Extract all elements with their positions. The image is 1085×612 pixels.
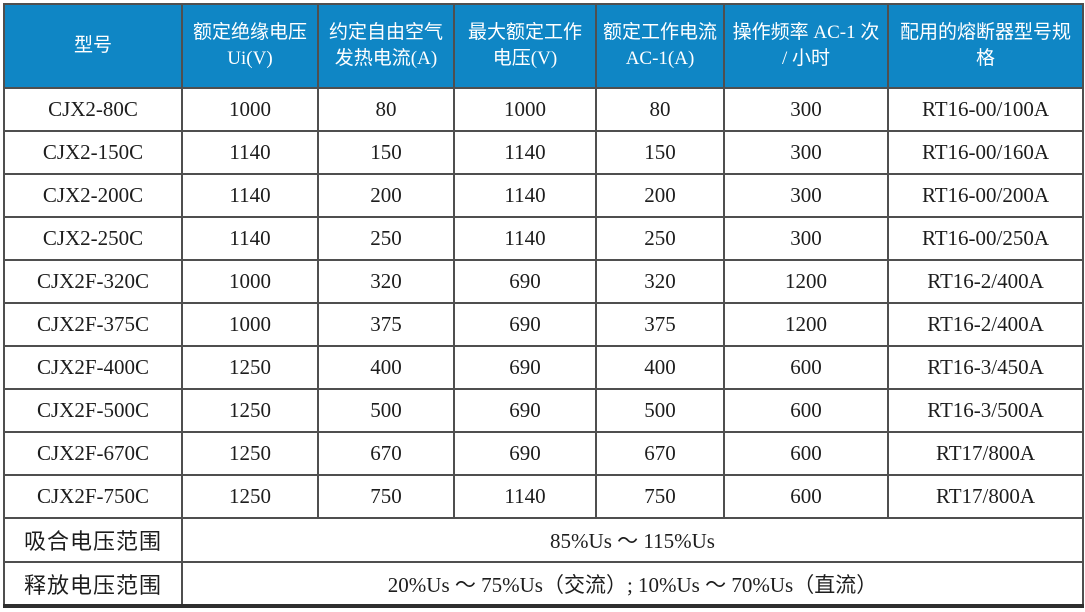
table-row: CJX2-150C 1140 150 1140 150 300 RT16-00/160A [3, 130, 1084, 175]
value-cell: 375 [317, 302, 455, 347]
column-header-5: 操作频率 AC-1 次 / 小时 [723, 3, 889, 89]
value-cell: RT17/800A [887, 431, 1084, 476]
value-cell: RT17/800A [887, 474, 1084, 519]
value-cell: 600 [723, 345, 889, 390]
value-cell: 1140 [453, 474, 597, 519]
value-cell: RT16-2/400A [887, 302, 1084, 347]
model-cell: CJX2F-750C [3, 474, 183, 519]
column-header-4: 额定工作电流 AC-1(A) [595, 3, 725, 89]
value-cell: 1000 [181, 259, 319, 304]
footer-row: 释放电压范围 20%Us ～ 75%Us（交流）; 10%Us ～ 70%Us（直… [3, 561, 1084, 607]
value-cell: 150 [595, 130, 725, 175]
model-cell: CJX2F-375C [3, 302, 183, 347]
value-cell: 1140 [181, 173, 319, 218]
value-cell: 80 [317, 87, 455, 132]
value-cell: 250 [595, 216, 725, 261]
value-cell: 1250 [181, 431, 319, 476]
value-cell: 750 [595, 474, 725, 519]
model-cell: CJX2-80C [3, 87, 183, 132]
value-cell: 750 [317, 474, 455, 519]
footer-row-label: 释放电压范围 [3, 561, 183, 607]
table-row: CJX2-250C 1140 250 1140 250 300 RT16-00/250A [3, 216, 1084, 261]
table-row: CJX2F-750C 1250 750 1140 750 600 RT17/800A [3, 474, 1084, 519]
table-row: CJX2F-375C 1000 375 690 375 1200 RT16-2/400A [3, 302, 1084, 347]
value-cell: 1140 [453, 130, 597, 175]
value-cell: 1000 [181, 87, 319, 132]
value-cell: 690 [453, 302, 597, 347]
value-cell: 320 [595, 259, 725, 304]
value-cell: RT16-3/450A [887, 345, 1084, 390]
model-cell: CJX2-150C [3, 130, 183, 175]
value-cell: 300 [723, 216, 889, 261]
value-cell: 690 [453, 431, 597, 476]
model-cell: CJX2F-670C [3, 431, 183, 476]
value-cell: 670 [595, 431, 725, 476]
column-header-3: 最大额定工作电压(V) [453, 3, 597, 89]
table-row: CJX2F-500C 1250 500 690 500 600 RT16-3/500A [3, 388, 1084, 433]
value-cell: 200 [595, 173, 725, 218]
value-cell: 1250 [181, 474, 319, 519]
value-cell: 300 [723, 130, 889, 175]
column-header-1: 额定绝缘电压 Ui(V) [181, 3, 319, 89]
value-cell: 600 [723, 474, 889, 519]
value-cell: 1200 [723, 302, 889, 347]
header-row: 型号 额定绝缘电压 Ui(V) 约定自由空气发热电流(A) 最大额定工作电压(V) 额定… [3, 3, 1084, 89]
value-cell: 1200 [723, 259, 889, 304]
value-cell: 600 [723, 388, 889, 433]
value-cell: RT16-00/100A [887, 87, 1084, 132]
value-cell: 1250 [181, 345, 319, 390]
model-cell: CJX2-200C [3, 173, 183, 218]
value-cell: 690 [453, 388, 597, 433]
value-cell: 500 [595, 388, 725, 433]
value-cell: RT16-2/400A [887, 259, 1084, 304]
table-row: CJX2F-670C 1250 670 690 670 600 RT17/800A [3, 431, 1084, 476]
value-cell: 690 [453, 345, 597, 390]
value-cell: 300 [723, 87, 889, 132]
value-cell: 1140 [453, 216, 597, 261]
model-cell: CJX2F-400C [3, 345, 183, 390]
footer-row-value: 85%Us ～ 115%Us [181, 517, 1084, 563]
value-cell: 1140 [181, 130, 319, 175]
value-cell: 200 [317, 173, 455, 218]
value-cell: RT16-00/250A [887, 216, 1084, 261]
table-row: CJX2F-320C 1000 320 690 320 1200 RT16-2/400A [3, 259, 1084, 304]
value-cell: 500 [317, 388, 455, 433]
column-header-0: 型号 [3, 3, 183, 89]
value-cell: RT16-3/500A [887, 388, 1084, 433]
value-cell: 1140 [181, 216, 319, 261]
value-cell: 320 [317, 259, 455, 304]
value-cell: 1250 [181, 388, 319, 433]
value-cell: 150 [317, 130, 455, 175]
value-cell: 600 [723, 431, 889, 476]
footer-row: 吸合电压范围 85%Us ～ 115%Us [3, 517, 1084, 563]
value-cell: 1000 [453, 87, 597, 132]
value-cell: 690 [453, 259, 597, 304]
value-cell: 300 [723, 173, 889, 218]
value-cell: 375 [595, 302, 725, 347]
footer-row-label: 吸合电压范围 [3, 517, 183, 563]
value-cell: 250 [317, 216, 455, 261]
value-cell: 670 [317, 431, 455, 476]
value-cell: 1140 [453, 173, 597, 218]
table-row: CJX2F-400C 1250 400 690 400 600 RT16-3/450A [3, 345, 1084, 390]
value-cell: RT16-00/160A [887, 130, 1084, 175]
column-header-6: 配用的熔断器型号规格 [887, 3, 1084, 89]
contactor-spec-table: 型号 额定绝缘电压 Ui(V) 约定自由空气发热电流(A) 最大额定工作电压(V) 额定… [3, 3, 1084, 608]
column-header-2: 约定自由空气发热电流(A) [317, 3, 455, 89]
model-cell: CJX2-250C [3, 216, 183, 261]
value-cell: 400 [317, 345, 455, 390]
table-row: CJX2-200C 1140 200 1140 200 300 RT16-00/200A [3, 173, 1084, 218]
value-cell: 80 [595, 87, 725, 132]
model-cell: CJX2F-320C [3, 259, 183, 304]
value-cell: 400 [595, 345, 725, 390]
footer-row-value: 20%Us ～ 75%Us（交流）; 10%Us ～ 70%Us（直流） [181, 561, 1084, 607]
model-cell: CJX2F-500C [3, 388, 183, 433]
value-cell: 1000 [181, 302, 319, 347]
table-row: CJX2-80C 1000 80 1000 80 300 RT16-00/100A [3, 87, 1084, 132]
value-cell: RT16-00/200A [887, 173, 1084, 218]
